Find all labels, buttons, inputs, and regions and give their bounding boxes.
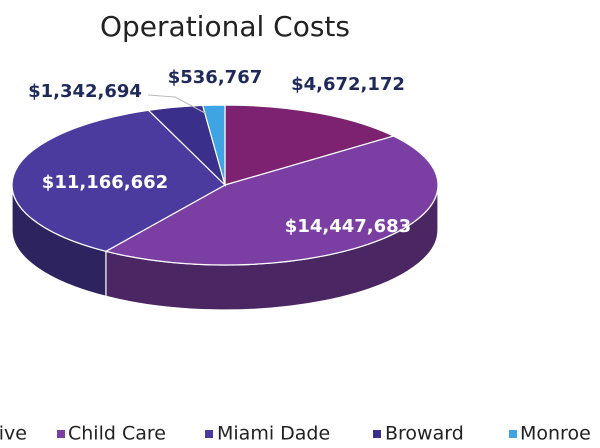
- slice: [201, 104, 226, 186]
- legend-swatch: [57, 430, 65, 438]
- slice: [224, 104, 396, 186]
- chart-title: Operational Costs: [100, 10, 350, 43]
- slice: [11, 109, 226, 252]
- legend-label: Miami Dade: [217, 423, 330, 445]
- legend-swatch: [509, 430, 517, 438]
- legend-label: Monroe: [520, 423, 591, 445]
- data-label: $536,767: [168, 67, 263, 88]
- data-label: $14,447,683: [285, 216, 411, 237]
- leader-line: [147, 94, 206, 114]
- data-label: $4,672,172: [291, 74, 405, 95]
- legend-label: Child Care: [68, 423, 166, 445]
- legend-swatch: [205, 430, 213, 438]
- legend-label: Broward: [385, 423, 464, 445]
- data-label: $1,342,694: [28, 81, 142, 102]
- slice: [104, 135, 439, 266]
- data-label: $11,166,662: [42, 172, 168, 193]
- legend-label: Administrative: [0, 423, 27, 445]
- legend-swatch: [373, 430, 381, 438]
